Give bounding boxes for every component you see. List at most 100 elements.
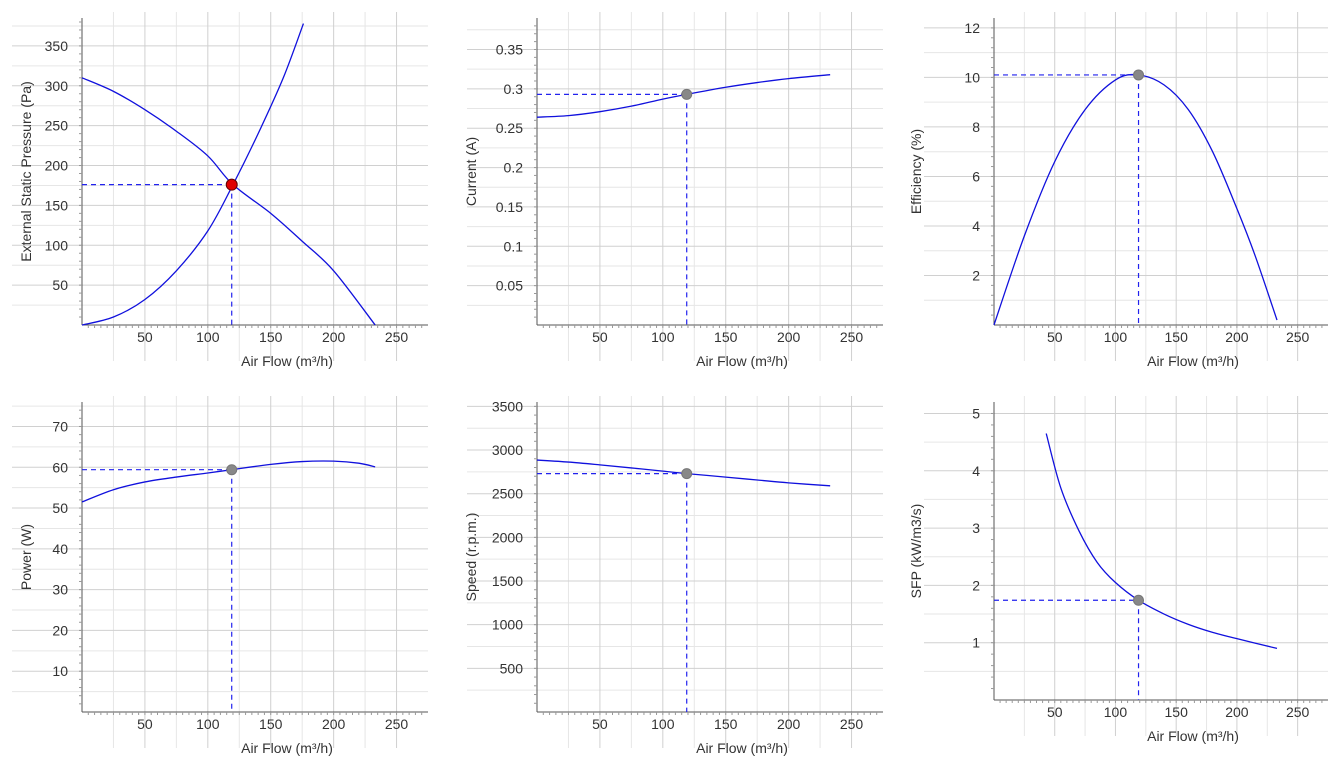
chart-1-y-tick-label: 100 (45, 237, 69, 253)
chart-4-tick-marks (79, 409, 423, 715)
chart-2-x-tick-label: 150 (714, 329, 738, 345)
chart-3-x-tick-label: 250 (1286, 329, 1310, 345)
chart-3-y-tick-label: 12 (964, 20, 980, 36)
chart-5-tick-marks (534, 405, 878, 715)
chart-3-x-tick-label: 100 (1104, 329, 1128, 345)
chart-1-x-axis-title: Air Flow (m³/h) (241, 353, 333, 369)
chart-5-y-tick-label: 1000 (492, 617, 523, 633)
chart-1-operating-point (225, 178, 238, 191)
chart-1-x-tick-label: 100 (196, 329, 220, 345)
chart-4-major-grid (12, 396, 428, 748)
chart-1-y-tick-label: 50 (52, 277, 68, 293)
chart-3-y-tick-label: 6 (972, 168, 980, 184)
chart-1-x-tick-label: 250 (385, 329, 409, 345)
chart-4-x-tick-label: 50 (137, 716, 153, 732)
chart-2-y-axis-title: Current (A) (463, 137, 479, 206)
chart-5-x-axis-title: Air Flow (m³/h) (696, 740, 788, 756)
chart-6-y-tick-label: 5 (972, 405, 980, 421)
chart-2-y-tick-label: 0.15 (496, 199, 523, 215)
chart-2-x-tick-label: 50 (592, 329, 608, 345)
chart-6-y-tick-label: 4 (972, 463, 980, 479)
chart-4-x-tick-label: 100 (196, 716, 220, 732)
chart-5-y-tick-label: 3500 (492, 398, 523, 414)
chart-5-y-tick-label: 2000 (492, 529, 523, 545)
chart-2-x-axis-title: Air Flow (m³/h) (696, 353, 788, 369)
chart-6-x-tick-label: 200 (1225, 704, 1249, 720)
chart-3-operating-point (1133, 69, 1145, 81)
chart-3-y-tick-label: 2 (972, 267, 980, 283)
chart-1-x-tick-label: 150 (259, 329, 283, 345)
chart-2: 50 100 150 200 250 0.05 0.1 0.15 0.2 0.25 0.3 0.35 A… (463, 12, 883, 369)
chart-5-series-1-line (536, 459, 831, 487)
chart-5: 50 100 150 200 250 500 1000 1500 2000 2500 3000 350… (463, 396, 883, 756)
chart-2-tick-marks (534, 25, 878, 328)
chart-6-x-tick-label: 150 (1165, 704, 1189, 720)
chart-6-x-tick-label: 100 (1104, 704, 1128, 720)
chart-3-x-tick-label: 200 (1225, 329, 1249, 345)
chart-5-x-tick-label: 100 (651, 716, 675, 732)
chart-6-y-axis-title: SFP (kW/m3/s) (908, 504, 924, 599)
chart-5-y-tick-label: 500 (500, 660, 524, 676)
chart-4: 50 100 150 200 250 10 20 30 40 50 60 70 Air Flow (m³… (12, 396, 428, 756)
chart-5-x-tick-label: 200 (777, 716, 801, 732)
chart-4-y-tick-label: 70 (52, 418, 68, 434)
chart-1-y-tick-label: 350 (45, 38, 69, 54)
chart-1-minor-grid (12, 12, 428, 361)
chart-3-minor-grid (924, 12, 1328, 361)
chart-5-y-tick-label: 2500 (492, 486, 523, 502)
chart-4-minor-grid (12, 396, 428, 748)
chart-3: 50 100 150 200 250 2 4 6 8 10 12 Air Flow (m³/h) Eff… (908, 12, 1328, 369)
chart-3-tick-marks (991, 27, 1323, 328)
chart-6-y-tick-label: 2 (972, 577, 980, 593)
chart-3-x-tick-label: 150 (1165, 329, 1189, 345)
chart-5-operating-point (681, 468, 693, 480)
chart-4-y-tick-label: 60 (52, 459, 68, 475)
chart-4-y-tick-label: 20 (52, 622, 68, 638)
chart-4-x-tick-label: 200 (322, 716, 346, 732)
chart-1-series-1-line (81, 77, 376, 326)
chart-1-tick-marks (79, 21, 423, 328)
chart-4-x-tick-label: 150 (259, 716, 283, 732)
chart-6-minor-grid (924, 396, 1328, 736)
chart-6-y-tick-label: 3 (972, 520, 980, 536)
chart-4-y-tick-label: 40 (52, 541, 68, 557)
chart-2-y-tick-label: 0.2 (504, 160, 524, 176)
chart-6-tick-marks (991, 412, 1323, 703)
chart-2-minor-grid (467, 12, 883, 361)
chart-3-x-tick-label: 50 (1047, 329, 1063, 345)
chart-1-y-tick-label: 300 (45, 78, 69, 94)
chart-2-major-grid (467, 12, 883, 361)
chart-4-y-tick-label: 50 (52, 500, 68, 516)
chart-2-y-tick-label: 0.25 (496, 120, 523, 136)
chart-1-y-tick-label: 200 (45, 158, 69, 174)
chart-2-y-tick-label: 0.1 (504, 238, 524, 254)
chart-5-minor-grid (467, 396, 883, 748)
chart-4-y-tick-label: 10 (52, 663, 68, 679)
chart-4-y-axis-title: Power (W) (18, 524, 34, 590)
chart-5-x-tick-label: 150 (714, 716, 738, 732)
chart-2-x-tick-label: 100 (651, 329, 675, 345)
chart-6-y-tick-label: 1 (972, 635, 980, 651)
chart-5-major-grid (467, 396, 883, 748)
chart-5-x-tick-label: 50 (592, 716, 608, 732)
chart-2-y-tick-label: 0.35 (496, 41, 523, 57)
chart-2-x-tick-label: 200 (777, 329, 801, 345)
chart-3-y-tick-label: 10 (964, 69, 980, 85)
chart-6-series-1-line (1045, 433, 1278, 650)
chart-4-y-tick-label: 30 (52, 582, 68, 598)
chart-1-major-grid (12, 12, 428, 361)
chart-1-y-tick-label: 250 (45, 118, 69, 134)
chart-4-x-tick-label: 250 (385, 716, 409, 732)
chart-5-y-tick-label: 3000 (492, 442, 523, 458)
chart-2-operating-point (681, 88, 693, 100)
chart-5-y-tick-label: 1500 (492, 573, 523, 589)
chart-6-x-tick-label: 50 (1047, 704, 1063, 720)
chart-6-x-axis-title: Air Flow (m³/h) (1147, 728, 1239, 744)
chart-2-y-tick-label: 0.05 (496, 278, 523, 294)
chart-5-x-tick-label: 250 (840, 716, 864, 732)
chart-3-y-tick-label: 8 (972, 119, 980, 135)
chart-1-y-tick-label: 150 (45, 197, 69, 213)
chart-2-y-tick-label: 0.3 (504, 81, 524, 97)
chart-2-series-1-line (536, 74, 831, 118)
